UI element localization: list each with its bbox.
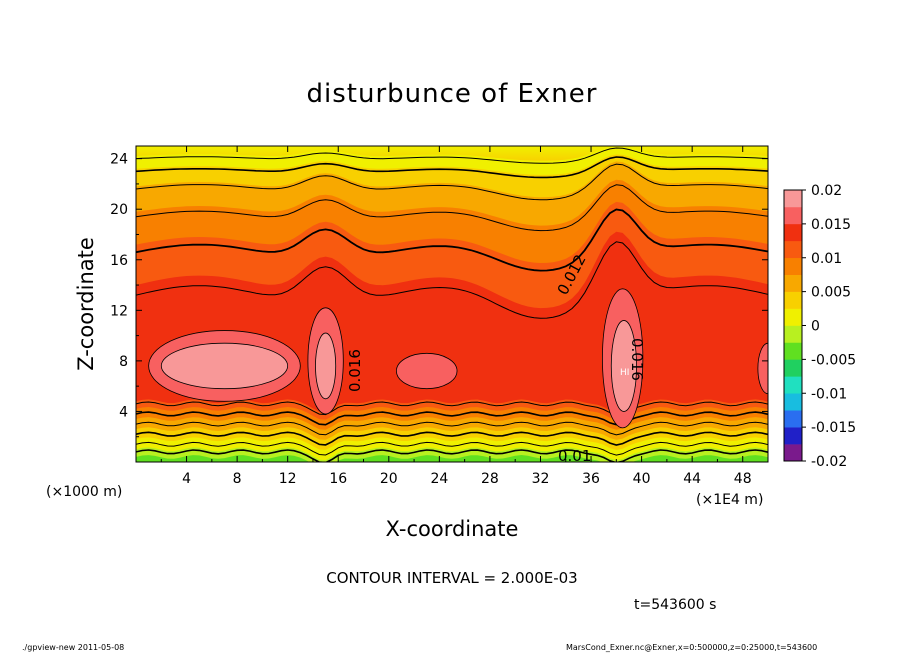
contour-line [136, 411, 768, 426]
colorbar-swatch [784, 190, 802, 208]
colorbar-swatch [784, 427, 802, 445]
colorbar-swatch [784, 342, 802, 360]
x-tick-label: 8 [233, 471, 242, 487]
y-axis-label: Z-coordinate [74, 237, 98, 371]
x-unit-label: (×1000 m) [46, 484, 122, 500]
colorbar-swatch [784, 257, 802, 275]
colorbar-tick-label: 0.015 [811, 217, 851, 233]
colorbar-swatch [784, 291, 802, 309]
y-tick-label: 24 [110, 152, 128, 168]
plot-frame [135, 145, 769, 463]
contour-line [136, 441, 768, 456]
colorbar-tick-label: -0.005 [811, 352, 856, 368]
x-axis-label: X-coordinate [386, 517, 519, 541]
contour-line [136, 184, 768, 232]
high-value-region [757, 342, 768, 395]
x-tick-label: 20 [380, 471, 398, 487]
y-tick-label: 12 [110, 303, 128, 319]
footer-right: MarsCond_Exner.nc@Exner,x=0:500000,z=0:2… [566, 643, 817, 652]
contour-line [136, 421, 768, 436]
contour-line [136, 208, 768, 272]
x-unit-label-right: (×1E4 m) [696, 492, 763, 508]
colorbar-swatch [784, 308, 802, 326]
high-marker-label: HI [620, 368, 629, 378]
x-tick-label: 24 [430, 471, 448, 487]
x-tick-label: 32 [532, 471, 550, 487]
colorbar-swatch [784, 274, 802, 292]
x-tick-label: 36 [582, 471, 600, 487]
colorbar-swatch [784, 376, 802, 394]
contour-line [136, 241, 768, 319]
y-tick-label: 20 [110, 202, 128, 218]
colorbar-swatch [784, 410, 802, 428]
plot-area [136, 146, 768, 462]
y-tick-label: 4 [119, 404, 128, 420]
high-value-region [315, 332, 337, 400]
chart-title: disturbunce of Exner [307, 79, 598, 109]
colorbar-tick-label: -0.015 [811, 420, 856, 436]
colorbar-swatch [784, 393, 802, 411]
contour-line [136, 156, 768, 179]
colorbar-swatch [784, 240, 802, 259]
x-tick-label: 48 [734, 471, 752, 487]
contour-label: 0.016 [628, 338, 646, 381]
x-tick-label: 12 [279, 471, 297, 487]
colorbar-swatch [784, 444, 802, 462]
colorbar-tick-label: 0.02 [811, 183, 842, 199]
colorbar-tick-label: -0.02 [811, 454, 847, 470]
contour-label: 0.01 [558, 447, 591, 465]
contour-line [136, 449, 768, 462]
footer-left: ./gpview-new 2011-05-08 [22, 643, 124, 652]
contour-band [136, 455, 768, 462]
y-tick-label: 16 [110, 253, 128, 269]
colorbar-swatch [784, 325, 802, 343]
colorbar-tick-label: -0.01 [811, 386, 847, 402]
time-label: t=543600 s [634, 597, 716, 613]
colorbar-tick-label: 0.01 [811, 251, 842, 267]
high-value-region [395, 352, 458, 390]
contour-interval-note: CONTOUR INTERVAL = 2.000E-03 [326, 569, 577, 587]
y-tick-label: 8 [119, 354, 128, 370]
contour-line [136, 147, 768, 164]
contour-line [136, 401, 768, 416]
colorbar-swatch [784, 359, 802, 377]
x-tick-label: 28 [481, 471, 499, 487]
contour-label: 0.016 [346, 349, 364, 392]
contour-line [136, 431, 768, 446]
x-tick-label: 44 [683, 471, 701, 487]
x-tick-label: 4 [182, 471, 191, 487]
colorbar-swatch [784, 223, 802, 242]
colorbar-swatch [784, 206, 802, 225]
x-tick-label: 40 [633, 471, 651, 487]
high-value-region [610, 320, 637, 412]
high-value-region [160, 342, 289, 390]
contour-line [136, 163, 768, 201]
colorbar-tick-label: 0.005 [811, 285, 851, 301]
colorbar-tick-label: 0 [811, 319, 820, 335]
x-tick-label: 16 [329, 471, 347, 487]
